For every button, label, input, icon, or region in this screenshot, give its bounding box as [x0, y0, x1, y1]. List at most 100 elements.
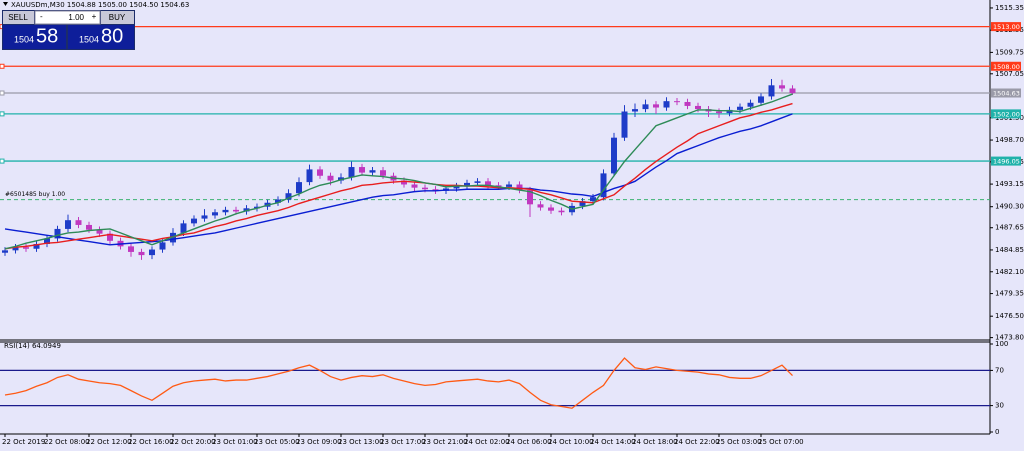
price-label: 1504.63 — [993, 90, 1020, 98]
y-tick-label: 1473.80 — [995, 334, 1024, 342]
y-tick-label: 1487.65 — [995, 224, 1024, 232]
candle-body — [369, 170, 376, 173]
candle-body — [296, 182, 302, 194]
candle-body — [590, 197, 596, 202]
volume-input[interactable] — [34, 10, 101, 25]
candle-body — [65, 220, 71, 229]
x-tick-label: 24 Oct 06:00 — [506, 438, 552, 446]
candle-body — [212, 212, 218, 216]
x-tick-label: 22 Oct 16:00 — [128, 438, 174, 446]
x-tick-label: 22 Oct 08:00 — [44, 438, 90, 446]
x-tick-label: 24 Oct 14:00 — [590, 438, 636, 446]
buy-label[interactable]: BUY — [109, 13, 126, 22]
candle-body — [422, 187, 428, 190]
candle-body — [474, 181, 481, 183]
candle-body — [632, 109, 638, 112]
candle-body — [401, 180, 407, 185]
candle-body — [254, 206, 260, 209]
x-tick-label: 23 Oct 17:00 — [380, 438, 426, 446]
level-handle — [0, 158, 5, 164]
candle-body — [789, 88, 796, 94]
y-tick-label: 1479.35 — [995, 290, 1024, 298]
candle-body — [191, 218, 197, 224]
order-line-label: #6501485 buy 1.00 — [5, 191, 65, 198]
y-tick-label: 1476.50 — [995, 312, 1024, 320]
candle-body — [159, 242, 166, 250]
x-tick-label: 25 Oct 07:00 — [758, 438, 804, 446]
candle-body — [201, 215, 208, 219]
candle-body — [495, 185, 502, 187]
price-label: 1502.00 — [993, 110, 1020, 118]
candle-body — [380, 170, 386, 176]
candle-body — [306, 169, 313, 183]
buy-button[interactable] — [101, 11, 134, 24]
moving-average — [4, 113, 793, 246]
x-tick-label: 24 Oct 18:00 — [632, 438, 678, 446]
candle-body — [222, 209, 229, 213]
x-tick-label: 23 Oct 01:00 — [212, 438, 258, 446]
bid-box[interactable] — [3, 25, 66, 49]
candle-body — [138, 251, 145, 256]
candle-body — [275, 199, 281, 203]
y-tick-label: 1493.15 — [995, 180, 1024, 188]
candle-body — [96, 229, 103, 234]
candle-body — [338, 177, 344, 181]
candle-body — [464, 182, 470, 187]
candle-body — [233, 209, 239, 212]
candle-body — [327, 175, 334, 181]
sell-label[interactable]: SELL — [8, 13, 28, 22]
candle-body — [348, 167, 355, 178]
minus-icon[interactable]: - — [40, 12, 43, 21]
y-tick-label: 1507.05 — [995, 70, 1024, 78]
x-tick-label: 23 Oct 09:00 — [296, 438, 342, 446]
price-label: 1513.00 — [993, 23, 1020, 31]
candle-body — [44, 238, 50, 244]
candle-body — [180, 223, 187, 233]
candle-body — [758, 96, 764, 103]
candle-body — [779, 85, 785, 89]
candle-body — [485, 181, 491, 186]
ask-box[interactable] — [68, 25, 134, 49]
candle-body — [149, 249, 155, 256]
candle-body — [128, 246, 134, 252]
candle-body — [653, 104, 659, 108]
x-tick-label: 23 Oct 05:00 — [254, 438, 300, 446]
sell-button[interactable] — [3, 11, 34, 24]
y-tick-label: 1484.85 — [995, 246, 1024, 254]
candle-body — [243, 208, 250, 212]
bid-pips: 58 — [36, 25, 58, 47]
x-tick-label: 22 Oct 2019 — [2, 438, 45, 446]
candle-body — [317, 169, 323, 176]
candle-body — [726, 109, 733, 114]
candle-body — [411, 184, 418, 188]
price-label-box — [991, 156, 1021, 166]
candle-body — [674, 101, 680, 103]
candle-body — [579, 201, 586, 206]
y-tick-label: 0 — [995, 428, 999, 436]
candle-body — [600, 173, 607, 198]
candle-body — [170, 232, 176, 243]
candle-body — [23, 247, 29, 249]
plus-icon[interactable]: + — [92, 12, 97, 21]
y-tick-label: 100 — [995, 340, 1008, 348]
symbol-icon — [3, 2, 8, 6]
candle-body — [453, 186, 460, 189]
candle-body — [716, 111, 722, 114]
candle-body — [558, 210, 565, 213]
candle-body — [527, 190, 533, 205]
trade-panel: SELL - + 1.00 BUY 1504 58 1504 80 — [2, 10, 135, 50]
level-handle — [0, 111, 5, 117]
chart-title: XAUUSDm,M30 1504.88 1505.00 1504.50 1504… — [11, 1, 189, 9]
price-label-box — [991, 88, 1021, 98]
x-tick-label: 24 Oct 02:00 — [464, 438, 510, 446]
x-tick-label: 22 Oct 20:00 — [170, 438, 216, 446]
x-tick-label: 24 Oct 10:00 — [548, 438, 594, 446]
candle-body — [432, 189, 439, 191]
candle-body — [54, 228, 61, 239]
y-tick-label: 1482.10 — [995, 268, 1024, 276]
volume-value[interactable]: 1.00 — [68, 13, 84, 22]
price-label-box — [991, 61, 1021, 71]
x-tick-label: 23 Oct 13:00 — [338, 438, 384, 446]
